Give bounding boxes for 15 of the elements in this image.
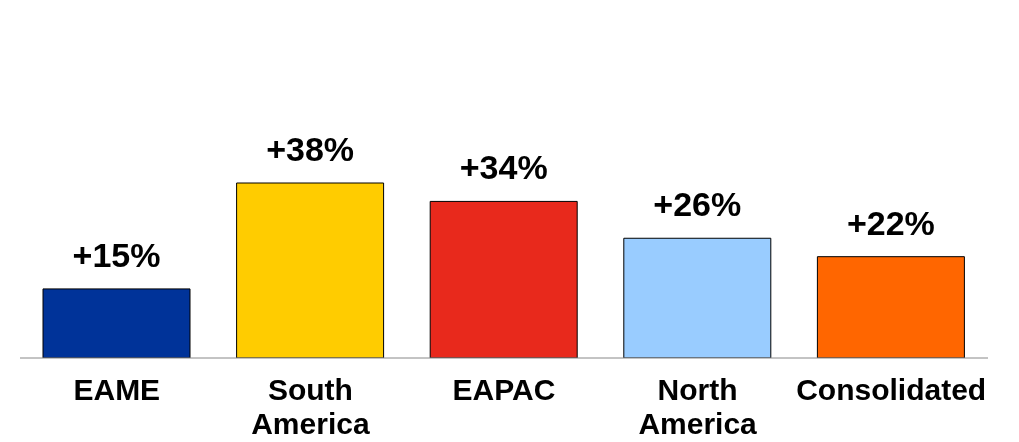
- x-tick-label: EAPAC: [452, 373, 556, 406]
- x-tick-label: South America: [251, 373, 370, 440]
- bar: [429, 200, 578, 358]
- x-tick-label: EAME: [73, 373, 161, 406]
- data-label: +38%: [266, 130, 355, 168]
- data-label: +15%: [72, 235, 161, 274]
- bar: [42, 288, 191, 358]
- bar: [816, 256, 965, 358]
- data-label: +34%: [459, 148, 548, 187]
- data-label: +26%: [653, 185, 742, 224]
- data-label: +22%: [846, 203, 935, 242]
- bar: [623, 237, 772, 358]
- bar: [236, 182, 385, 358]
- x-tick-label: North America: [638, 373, 758, 440]
- x-tick-label: Consolidated: [796, 373, 987, 406]
